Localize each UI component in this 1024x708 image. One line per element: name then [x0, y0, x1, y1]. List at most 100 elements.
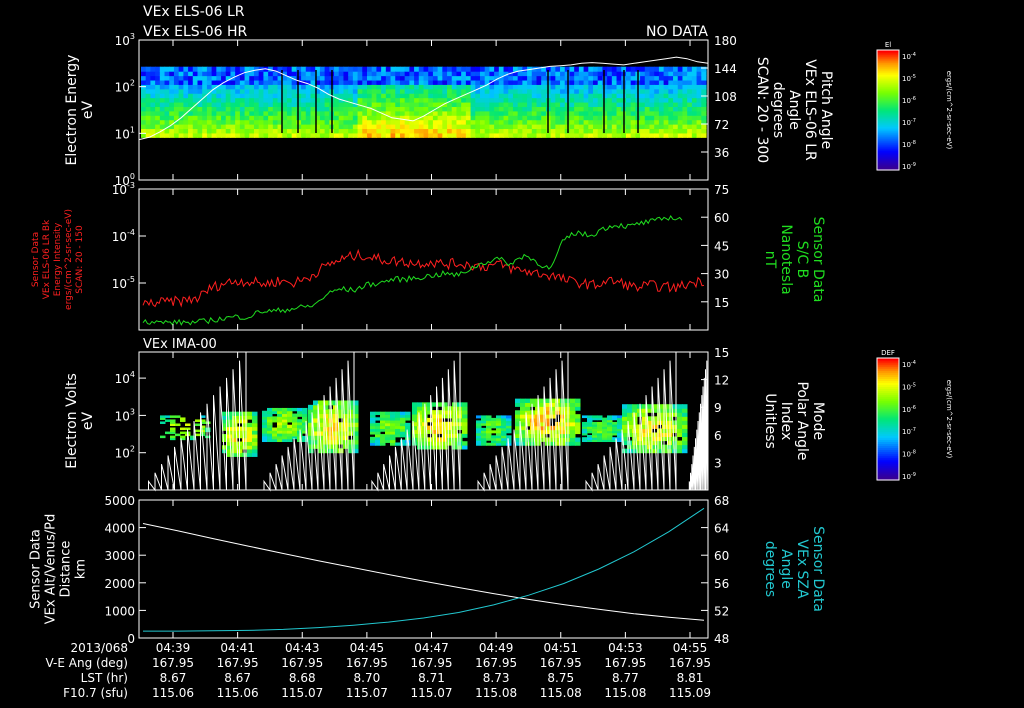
ion-cell — [642, 428, 648, 433]
spectrogram-cell — [418, 88, 425, 94]
ion-cell — [390, 428, 396, 432]
spectrogram-cell — [536, 75, 542, 81]
spectrogram-cell — [597, 101, 604, 107]
spectrogram-cell — [442, 97, 448, 103]
spectrogram-cell — [164, 124, 170, 130]
spectrogram-cell — [611, 132, 618, 138]
ion-cell — [272, 427, 278, 431]
spectrogram-cell — [216, 124, 222, 130]
spectrogram-cell — [654, 106, 660, 112]
ion-cell — [292, 416, 298, 420]
spectrogram-cell — [272, 132, 279, 138]
ion-cell — [343, 404, 349, 410]
ion-cell — [496, 427, 502, 431]
row-value: 167.95 — [217, 656, 259, 670]
ion-cell — [607, 439, 613, 443]
colorbar-cell — [877, 477, 899, 481]
spectrogram-cell — [663, 88, 669, 94]
ion-cell — [617, 426, 623, 429]
spectrogram-cell — [230, 66, 236, 72]
ion-cell — [287, 413, 293, 417]
spectrogram-cell — [352, 110, 359, 116]
spectrogram-cell — [409, 75, 415, 81]
ion-cell — [170, 437, 176, 441]
spectrogram-cell — [451, 93, 458, 99]
spectrogram-cell — [461, 84, 467, 90]
colorbar-cell — [877, 82, 899, 85]
spectrogram-cell — [173, 79, 180, 85]
ion-cell — [390, 425, 396, 429]
spectrogram-cell — [150, 124, 156, 130]
spectrogram-cell — [484, 66, 491, 72]
ion-cell — [297, 413, 303, 417]
ion-cell — [302, 424, 308, 429]
spectrogram-cell — [498, 79, 505, 85]
ion-cell — [343, 430, 349, 436]
spectrogram-cell — [169, 101, 175, 107]
spectrogram-cell — [569, 75, 575, 81]
spectrogram-cell — [668, 79, 674, 85]
spectrogram-cell — [607, 66, 613, 72]
spectrogram-cell — [310, 124, 316, 130]
ion-cell — [318, 422, 324, 428]
spectrogram-cell — [677, 106, 684, 112]
ion-cell — [222, 426, 228, 431]
spectrogram-cell — [315, 115, 321, 121]
spectrogram-cell — [254, 132, 260, 138]
ion-cell — [380, 414, 386, 418]
spectrogram-cell — [399, 93, 406, 99]
row-label: V-E Ang (deg) — [46, 656, 128, 670]
ion-cell — [395, 428, 401, 432]
spectrogram-cell — [522, 88, 528, 94]
ion-cell — [530, 441, 536, 446]
spectrogram-cell — [268, 93, 274, 99]
spectrogram-cell — [517, 132, 523, 138]
ion-cell — [647, 404, 653, 409]
spectrogram-cell — [644, 71, 651, 77]
panel3-frame — [138, 351, 709, 491]
spectrogram-cell — [597, 132, 604, 138]
spectrogram-cell — [173, 75, 180, 81]
spectrogram-cell — [677, 75, 684, 81]
ion-cell — [496, 435, 502, 439]
spectrogram-cell — [239, 93, 246, 99]
spectrogram-cell — [183, 128, 189, 134]
spectrogram-cell — [536, 101, 542, 107]
ion-cell — [570, 421, 576, 427]
spectrogram-cell — [611, 84, 618, 90]
ion-cell — [338, 404, 344, 410]
spectrogram-cell — [381, 93, 387, 99]
spectrogram-cell — [691, 93, 698, 99]
spectrogram-cell — [414, 119, 420, 125]
spectrogram-cell — [465, 88, 472, 94]
spectrogram-cell — [437, 119, 443, 125]
spectrogram-cell — [447, 88, 453, 94]
ion-cell — [597, 437, 603, 440]
spectrogram-cell — [560, 119, 566, 125]
spectrogram-cell — [173, 128, 180, 134]
spectrogram-cell — [348, 106, 354, 112]
spectrogram-cell — [329, 66, 335, 72]
colorbar-title: El — [885, 41, 891, 49]
spectrogram-cell — [310, 132, 316, 138]
spectrogram-cell — [456, 106, 462, 112]
colorbar-cell — [877, 156, 899, 159]
ion-cell — [452, 445, 458, 450]
spectrogram-cell — [607, 124, 613, 130]
spectrogram-cell — [155, 124, 161, 130]
spectrogram-cell — [164, 132, 170, 138]
ion-cell — [496, 430, 502, 434]
spectrogram-cell — [658, 115, 665, 121]
spectrogram-cell — [687, 106, 693, 112]
spectrogram-cell — [574, 88, 580, 94]
spectrogram-cell — [663, 119, 669, 125]
spectrogram-cell — [428, 66, 434, 72]
ion-cell — [607, 428, 613, 432]
spectrogram-cell — [555, 124, 561, 130]
spectrogram-cell — [225, 101, 232, 107]
ion-cell — [607, 430, 613, 434]
spectrogram-cell — [164, 79, 170, 85]
ion-cell — [506, 435, 512, 439]
spectrogram-cell — [385, 84, 392, 90]
spectrogram-cell — [254, 75, 260, 81]
